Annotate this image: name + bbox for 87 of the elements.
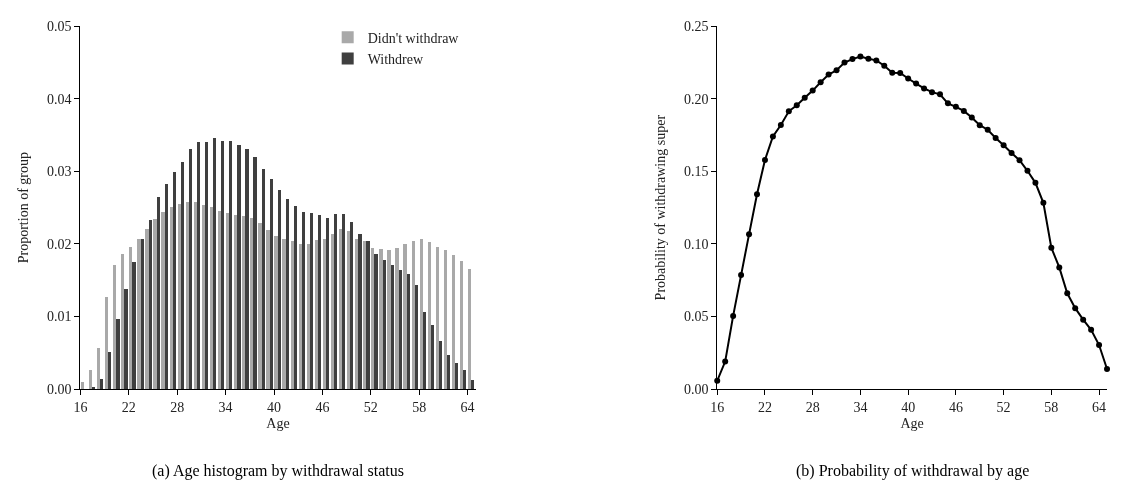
point (873, 57, 880, 64)
point (944, 100, 951, 107)
x-tick-label: 64 (460, 399, 475, 415)
x-tick-label: 58 (412, 399, 427, 415)
point (1040, 199, 1047, 206)
legend-label: Didn't withdraw (367, 30, 460, 46)
y-tick-label: 0.00 (47, 381, 72, 397)
x-tick-label: 52 (996, 399, 1011, 415)
text: (a) Age histogram by withdrawal status (152, 462, 404, 480)
point (817, 79, 824, 86)
point (777, 121, 784, 128)
point (785, 108, 792, 115)
point (1024, 167, 1031, 174)
point (968, 114, 975, 121)
y-tick-label: 0.00 (683, 381, 709, 397)
point (881, 62, 888, 69)
x-tick-label: 64 (1092, 399, 1107, 415)
point (761, 156, 768, 163)
point (1088, 326, 1095, 333)
point (913, 80, 920, 87)
point (889, 69, 896, 76)
x-tick-label: 34 (853, 399, 868, 415)
point (921, 85, 928, 92)
point (809, 87, 816, 94)
point (936, 91, 943, 98)
x-tick-label: 40 (901, 399, 916, 415)
x-tick-label: 28 (170, 399, 185, 415)
point (857, 53, 864, 60)
point (1032, 179, 1039, 186)
y-tick-label: 0.15 (683, 164, 709, 180)
x-tick-label: 46 (948, 399, 963, 415)
point (865, 55, 872, 62)
point (976, 122, 983, 129)
y-tick-label: 0.02 (47, 236, 72, 252)
point (1104, 365, 1111, 372)
x-tick-label: 16 (73, 399, 88, 415)
x-tick-label: 58 (1044, 399, 1059, 415)
x-tick-label: 22 (121, 399, 136, 415)
y-axis-title: Proportion of group (15, 152, 31, 264)
point (1008, 149, 1015, 156)
x-tick-label: 34 (218, 399, 233, 415)
point (1056, 264, 1063, 271)
x-tick-label: 22 (757, 399, 772, 415)
x-tick-label: 46 (315, 399, 330, 415)
point (960, 107, 967, 114)
x-tick-label: 52 (363, 399, 378, 415)
point (769, 133, 776, 140)
text: (b) Probability of withdrawal by age (796, 462, 1030, 480)
point (722, 358, 729, 365)
point (984, 126, 991, 133)
y-tick-label: 0.04 (47, 91, 72, 107)
point (1096, 342, 1103, 349)
point (793, 102, 800, 109)
point (849, 56, 856, 63)
point (1064, 290, 1071, 297)
point (801, 94, 808, 101)
point (1048, 244, 1055, 251)
point (754, 191, 760, 198)
point (1016, 157, 1023, 164)
y-tick-label: 0.25 (683, 19, 709, 35)
point (738, 272, 745, 279)
y-tick-label: 0.05 (47, 19, 72, 35)
y-tick-label: 0.20 (683, 91, 709, 107)
point (952, 103, 959, 110)
y-axis-title: Probability of withdrawing super (652, 114, 668, 301)
y-tick-label: 0.05 (683, 309, 709, 325)
x-axis-title: Age (900, 416, 924, 432)
x-axis-title: Age (266, 416, 290, 432)
x-tick-label: 28 (805, 399, 820, 415)
point (825, 71, 832, 78)
point (730, 312, 737, 319)
point (992, 135, 999, 142)
point (1000, 142, 1007, 149)
point (929, 89, 936, 96)
point (833, 67, 840, 74)
point (841, 59, 848, 66)
legend-label: Withdrew (367, 51, 424, 67)
x-tick-label: 16 (710, 399, 725, 415)
point (1080, 316, 1087, 323)
point (905, 75, 912, 82)
point (746, 231, 753, 238)
x-tick-label: 40 (267, 399, 281, 415)
y-tick-label: 0.03 (47, 164, 72, 180)
point (897, 70, 904, 77)
y-tick-label: 0.10 (683, 236, 709, 252)
point (1072, 305, 1079, 312)
y-tick-label: 0.01 (47, 309, 72, 325)
